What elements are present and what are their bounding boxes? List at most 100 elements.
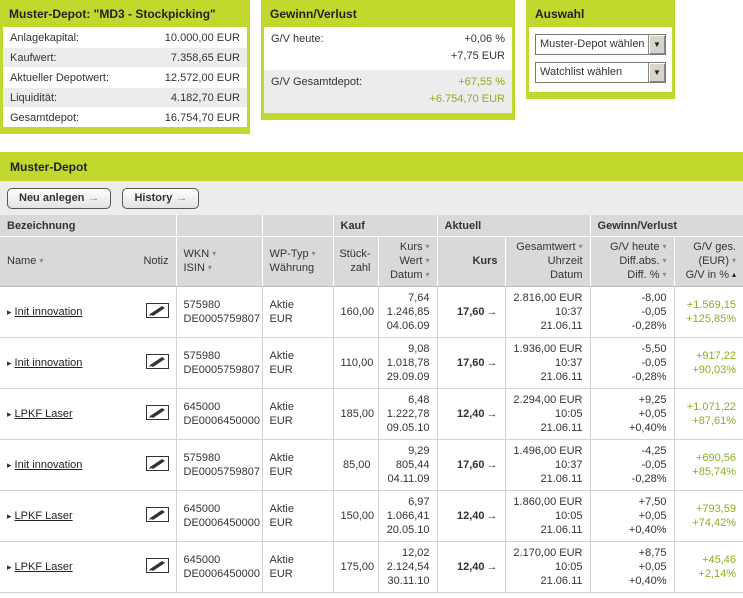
- depot-summary-panel: Muster-Depot: "MD3 - Stockpicking" Anlag…: [0, 0, 250, 134]
- gv-heute-block: G/V heute: +0,06 % +7,75 EUR: [264, 27, 512, 70]
- stock-link[interactable]: ▸ Init innovation: [7, 459, 83, 471]
- summary-row: Liquidität: 4.182,70 EUR: [3, 87, 247, 107]
- sort-down-icon: ▾: [662, 270, 667, 279]
- table-row: ▸ LPKF Laser 645000 DE0006450000 Aktie EUR …: [0, 490, 743, 542]
- button-label: History: [134, 192, 173, 204]
- header-name-notiz: Name ▾ Notiz: [0, 236, 177, 287]
- header-gesamtwert-uhrzeit-datum: Gesamtwert ▾ Uhrzeit Datum: [505, 236, 591, 287]
- depot-table: Bezeichnung Kauf Aktuell Gewinn/Verlust …: [0, 215, 743, 593]
- history-button[interactable]: History →: [122, 188, 200, 209]
- price-trend-arrow-icon: →: [486, 459, 498, 471]
- header-waehrung: Währung: [269, 262, 315, 274]
- note-edit-icon[interactable]: [145, 506, 169, 526]
- summary-row: Kaufwert: 7.358,65 EUR: [3, 47, 247, 67]
- sort-down-icon: ▾: [425, 270, 430, 279]
- select-value: Muster-Depot wählen: [540, 38, 645, 50]
- sort-wkn[interactable]: WKN ▾: [183, 248, 217, 260]
- sort-gv-eur[interactable]: (EUR) ▾: [698, 255, 737, 267]
- header-wptyp-waehrung: WP-Typ ▾ Währung: [262, 236, 334, 287]
- gv-heute-label: G/V heute:: [271, 33, 324, 45]
- summary-label: Anlagekapital:: [10, 32, 80, 44]
- sort-diff-pct[interactable]: Diff. % ▾: [627, 269, 667, 281]
- header-gv-ges: G/V ges. (EUR) ▾ G/V in % ▴: [674, 236, 743, 287]
- section-title: Muster-Depot: [0, 152, 743, 181]
- sort-kauf-wert[interactable]: Wert ▾: [399, 255, 430, 267]
- panel-footer-bar: [0, 127, 250, 134]
- summary-row: Anlagekapital: 10.000,00 EUR: [3, 27, 247, 47]
- sort-gv-heute[interactable]: G/V heute ▾: [609, 241, 667, 253]
- sort-isin[interactable]: ISIN ▾: [183, 262, 212, 274]
- chevron-down-icon[interactable]: ▼: [648, 35, 665, 54]
- sort-down-icon: ▾: [311, 249, 316, 258]
- note-edit-icon[interactable]: [145, 302, 169, 322]
- sort-gv-pct[interactable]: G/V in % ▴: [685, 269, 737, 281]
- table-subheader-row: Name ▾ Notiz WKN ▾ ISIN ▾ WP-Typ ▾ Währung S…: [0, 236, 743, 287]
- sort-kauf-kurs[interactable]: Kurs ▾: [399, 241, 430, 253]
- sort-wptyp[interactable]: WP-Typ ▾: [269, 248, 316, 260]
- watchlist-select[interactable]: Watchlist wählen ▼: [535, 62, 666, 83]
- note-edit-icon[interactable]: [145, 404, 169, 424]
- summary-label: Gesamtdepot:: [10, 112, 80, 124]
- group-kauf: Kauf: [333, 215, 438, 237]
- price-trend-arrow-icon: →: [486, 306, 498, 318]
- summary-value: 7.358,65 EUR: [170, 52, 240, 64]
- sort-down-icon: ▾: [662, 242, 667, 251]
- summary-value: 10.000,00 EUR: [164, 32, 240, 44]
- table-row: ▸ Init innovation 575980 DE0005759807 Akti…: [0, 286, 743, 338]
- panel-footer-bar: [261, 113, 515, 120]
- summary-label: Kaufwert:: [10, 52, 57, 64]
- note-edit-icon[interactable]: [145, 353, 169, 373]
- stock-link[interactable]: ▸ Init innovation: [7, 357, 83, 369]
- table-group-header-row: Bezeichnung Kauf Aktuell Gewinn/Verlust: [0, 215, 743, 237]
- sort-down-icon: ▾: [578, 242, 583, 251]
- note-edit-icon[interactable]: [145, 455, 169, 475]
- muster-depot-select[interactable]: Muster-Depot wählen ▼: [535, 34, 666, 55]
- sort-diff-abs[interactable]: Diff.abs. ▾: [619, 255, 667, 267]
- header-uhrzeit: Uhrzeit: [547, 255, 583, 267]
- summary-value: 16.754,70 EUR: [164, 112, 240, 124]
- sort-down-icon: ▾: [662, 256, 667, 265]
- group-empty: [176, 215, 263, 237]
- gv-gesamt-block: G/V Gesamtdepot: +67,55 % +6.754,70 EUR: [264, 70, 512, 113]
- expand-triangle-icon: ▸: [7, 562, 12, 572]
- neu-anlegen-button[interactable]: Neu anlegen →: [7, 188, 112, 209]
- table-row: ▸ LPKF Laser 645000 DE0006450000 Aktie EUR …: [0, 541, 743, 593]
- gv-gesamt-label: G/V Gesamtdepot:: [271, 76, 363, 88]
- select-value: Watchlist wählen: [540, 66, 623, 78]
- gewinn-verlust-panel: Gewinn/Verlust G/V heute: +0,06 % +7,75 …: [261, 0, 515, 120]
- price-trend-arrow-icon: →: [486, 408, 498, 420]
- gv-heute-eur: +7,75 EUR: [450, 50, 505, 62]
- summary-label: Aktueller Depotwert:: [10, 72, 110, 84]
- group-gewinn-verlust: Gewinn/Verlust: [590, 215, 743, 237]
- sort-down-icon: ▾: [425, 256, 430, 265]
- price-trend-arrow-icon: →: [486, 561, 498, 573]
- gv-gesamt-percent: +67,55 %: [458, 76, 505, 88]
- table-row: ▸ Init innovation 575980 DE0005759807 Akti…: [0, 439, 743, 491]
- sort-down-icon: ▾: [425, 242, 430, 251]
- summary-value: 12.572,00 EUR: [164, 72, 240, 84]
- group-empty: [262, 215, 334, 237]
- header-kauf-kurs-wert-datum: Kurs ▾ Wert ▾ Datum ▾: [378, 236, 438, 287]
- note-edit-icon[interactable]: [145, 557, 169, 577]
- price-trend-arrow-icon: →: [486, 510, 498, 522]
- arrow-right-icon: →: [176, 192, 188, 204]
- expand-triangle-icon: ▸: [7, 307, 12, 317]
- sort-name[interactable]: Name ▾: [7, 255, 44, 267]
- panel-title: Auswahl: [526, 0, 675, 27]
- summary-value: 4.182,70 EUR: [170, 92, 240, 104]
- stock-link[interactable]: ▸ LPKF Laser: [7, 510, 73, 522]
- group-aktuell: Aktuell: [437, 215, 591, 237]
- stock-link[interactable]: ▸ LPKF Laser: [7, 408, 73, 420]
- sort-kauf-datum[interactable]: Datum ▾: [390, 269, 430, 281]
- sort-down-icon: ▾: [39, 256, 44, 265]
- sort-down-icon: ▾: [212, 249, 217, 258]
- panel-title: Gewinn/Verlust: [261, 0, 515, 27]
- chevron-down-icon[interactable]: ▼: [648, 63, 665, 82]
- header-gv-heute: G/V heute ▾ Diff.abs. ▾ Diff. % ▾: [590, 236, 675, 287]
- expand-triangle-icon: ▸: [7, 460, 12, 470]
- stock-link[interactable]: ▸ Init innovation: [7, 306, 83, 318]
- sort-gesamtwert[interactable]: Gesamtwert ▾: [516, 241, 583, 253]
- expand-triangle-icon: ▸: [7, 409, 12, 419]
- gv-heute-percent: +0,06 %: [464, 33, 505, 45]
- stock-link[interactable]: ▸ LPKF Laser: [7, 561, 73, 573]
